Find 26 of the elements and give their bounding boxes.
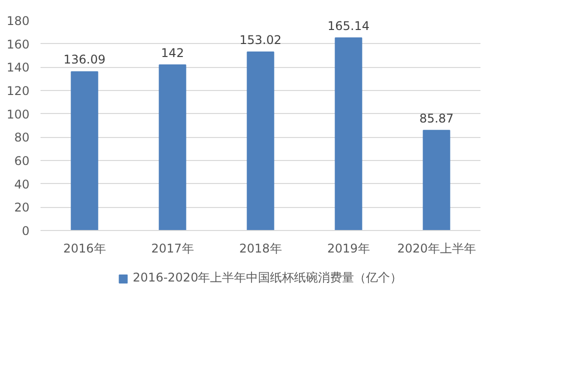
data-label: 142 [161,46,184,60]
y-tick-label: 80 [14,130,30,145]
x-tick-label: 2017年 [151,242,194,256]
x-tick-label: 2020年上半年 [397,242,476,256]
y-tick-label: 60 [14,154,30,168]
bar [334,37,362,230]
y-tick-label: 180 [6,14,30,28]
y-tick-label: 120 [6,84,30,98]
data-label: 136.09 [64,52,106,67]
data-label: 85.87 [419,111,454,126]
y-tick-label: 160 [6,37,30,52]
x-tick-label: 2019年 [327,242,370,256]
data-label: 165.14 [328,18,370,33]
x-tick-label: 2018年 [239,242,282,256]
y-tick-label: 0 [22,224,30,238]
bar [70,71,98,230]
data-label: 153.02 [240,32,282,47]
y-tick-label: 100 [6,107,30,122]
y-tick-label: 140 [6,60,30,75]
bar [422,130,450,230]
bar [158,64,186,230]
y-tick-label: 20 [14,200,30,215]
legend-label: 2016-2020年上半年中国纸杯纸碗消费量（亿个） [132,270,402,286]
y-tick-label: 40 [14,177,30,192]
x-tick-label: 2016年 [63,242,106,256]
bar [246,51,274,230]
